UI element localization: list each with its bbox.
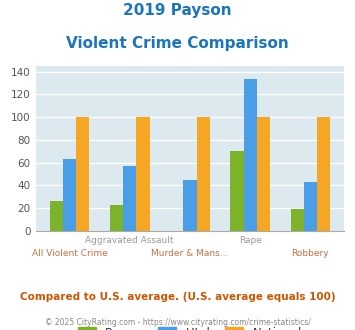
- Bar: [230, 151, 244, 231]
- Text: Murder & Mans...: Murder & Mans...: [151, 249, 229, 258]
- Text: Robbery: Robbery: [291, 249, 329, 258]
- Bar: [63, 159, 76, 231]
- Bar: [244, 79, 257, 231]
- Text: Rape: Rape: [239, 236, 262, 245]
- Bar: [290, 209, 304, 231]
- Bar: [304, 182, 317, 231]
- Legend: Payson, Utah, National: Payson, Utah, National: [73, 323, 307, 330]
- Bar: [183, 180, 197, 231]
- Text: 2019 Payson: 2019 Payson: [123, 3, 232, 18]
- Bar: [50, 201, 63, 231]
- Text: Violent Crime Comparison: Violent Crime Comparison: [66, 36, 289, 51]
- Text: © 2025 CityRating.com - https://www.cityrating.com/crime-statistics/: © 2025 CityRating.com - https://www.city…: [45, 318, 310, 327]
- Bar: [197, 117, 210, 231]
- Text: All Violent Crime: All Violent Crime: [32, 249, 107, 258]
- Bar: [317, 117, 330, 231]
- Bar: [257, 117, 270, 231]
- Bar: [110, 205, 123, 231]
- Text: Compared to U.S. average. (U.S. average equals 100): Compared to U.S. average. (U.S. average …: [20, 292, 335, 302]
- Bar: [76, 117, 89, 231]
- Bar: [123, 166, 136, 231]
- Bar: [136, 117, 149, 231]
- Text: Aggravated Assault: Aggravated Assault: [86, 236, 174, 245]
